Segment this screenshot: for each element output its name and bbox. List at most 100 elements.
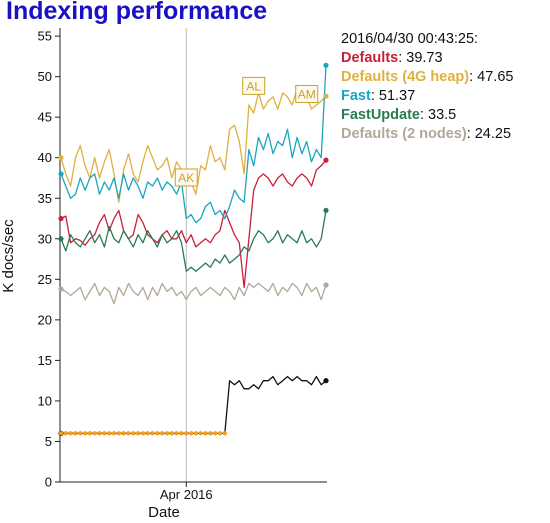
y-tick-label: 10	[38, 393, 52, 408]
baseline-point	[78, 431, 83, 436]
baseline-point	[135, 431, 141, 436]
series-line-fastupdate	[60, 210, 327, 272]
baseline-point	[193, 431, 199, 436]
legend-item-name: FastUpdate	[341, 107, 420, 123]
series-line-fast	[60, 65, 327, 224]
y-axis-title: K docs/sec	[0, 219, 17, 293]
baseline-point	[159, 431, 165, 436]
baseline-point	[145, 431, 150, 436]
y-tick-label: 40	[38, 150, 52, 165]
baseline-point	[97, 431, 102, 436]
baseline-point	[179, 431, 184, 436]
series-point-fastupdate	[323, 207, 329, 214]
legend-timestamp: 2016/04/30 00:43:25:	[341, 31, 479, 47]
series-point-defaults	[323, 157, 329, 163]
baseline-point	[82, 431, 88, 436]
baseline-point	[150, 431, 155, 436]
annotation-label: AK	[178, 171, 194, 185]
series-line-defaults	[60, 159, 327, 289]
legend-items: Defaults: 39.73 Defaults (4G heap): 47.65…	[341, 49, 513, 144]
series-point-defaults-2-nodes	[58, 286, 64, 292]
chart-title: Indexing performance	[6, 0, 268, 25]
legend-item-value: : 39.73	[398, 50, 443, 66]
baseline-point	[92, 431, 97, 436]
legend-item-value: : 33.5	[419, 107, 457, 123]
baseline-point	[222, 431, 228, 436]
annotation-box	[174, 168, 198, 187]
series-point-fast	[58, 171, 64, 177]
series-point-defaults-2-nodes	[323, 282, 329, 288]
annotation-ak: AK	[174, 168, 198, 187]
series-point-defaults-4g-heap	[323, 93, 329, 99]
series-point-fast	[323, 62, 329, 68]
legend-item-value: : 51.37	[370, 88, 416, 104]
baseline-point	[217, 431, 223, 436]
legend-item-name: Fast	[341, 88, 371, 104]
y-tick-label: 35	[38, 191, 52, 206]
series-layer	[60, 65, 327, 435]
baseline-point	[131, 431, 136, 436]
baseline-point	[73, 431, 78, 436]
legend-item: Fast: 51.37	[341, 87, 513, 106]
y-tick-label: 20	[38, 312, 52, 327]
legend: 2016/04/30 00:43:25: Defaults: 39.73 Defa…	[341, 30, 513, 144]
baseline-point	[140, 431, 146, 436]
baseline-point	[212, 431, 218, 436]
legend-item-name: Defaults (4G heap)	[341, 69, 470, 85]
baseline-point	[116, 431, 122, 436]
x-axis-title: Date	[148, 504, 180, 521]
annotation-label: AL	[246, 79, 261, 93]
series-point-baseline	[323, 378, 329, 384]
baseline-point	[58, 431, 64, 436]
baseline-point	[68, 431, 73, 436]
y-tick-label: 45	[38, 110, 52, 125]
legend-item: FastUpdate: 33.5	[341, 106, 513, 125]
annotation-am: AM	[295, 84, 319, 103]
baseline-point	[87, 431, 93, 436]
baseline-point	[155, 431, 160, 436]
y-tick-label: 5	[45, 434, 52, 449]
baseline-point	[111, 431, 117, 436]
series-line-defaults-4g-heap	[60, 88, 327, 203]
baseline-point	[208, 431, 213, 436]
points-layer	[58, 62, 329, 436]
legend-item: Defaults (4G heap): 47.65	[341, 68, 513, 87]
baseline-point	[126, 431, 131, 436]
x-tick-label: Apr 2016	[160, 487, 213, 502]
series-line-defaults-2-nodes	[60, 282, 327, 305]
y-tick-label: 25	[38, 272, 52, 287]
baseline-point	[174, 431, 179, 436]
baseline-point	[203, 431, 208, 436]
series-point-defaults-4g-heap	[58, 155, 64, 161]
baseline-point	[169, 431, 175, 436]
series-point-defaults	[58, 215, 64, 222]
series-line-baseline	[61, 375, 327, 435]
series-point-fastupdate	[58, 236, 64, 242]
axes-layer: 0 5 10 15 20 25 30 35 40 45 50 55 Apr 2016	[38, 28, 327, 502]
annotation-al: AL	[242, 76, 266, 95]
annotation-box	[242, 76, 266, 95]
y-tick-label: 0	[45, 475, 52, 490]
y-tick-label: 30	[38, 231, 52, 246]
legend-item-value: : 47.65	[469, 69, 514, 85]
legend-item-name: Defaults (2 nodes)	[341, 126, 467, 142]
legend-item-name: Defaults	[341, 50, 399, 66]
baseline-point	[121, 431, 126, 436]
annotation-label: AM	[298, 87, 316, 101]
annotation-box	[295, 84, 319, 103]
y-tick-label: 15	[38, 353, 52, 368]
legend-item: Defaults (2 nodes): 24.25	[341, 125, 513, 144]
baseline-point	[198, 431, 203, 436]
baseline-point	[188, 431, 194, 436]
baseline-point	[102, 431, 107, 436]
baseline-point	[63, 431, 69, 436]
legend-item: Defaults: 39.73	[341, 49, 513, 68]
baseline-point	[106, 431, 112, 436]
baseline-point	[164, 431, 170, 436]
legend-item-value: : 24.25	[466, 126, 512, 142]
y-tick-label: 50	[38, 69, 52, 84]
baseline-point	[184, 431, 189, 436]
y-tick-label: 55	[38, 29, 52, 44]
annotation-layer: AK AL AM	[174, 76, 319, 187]
